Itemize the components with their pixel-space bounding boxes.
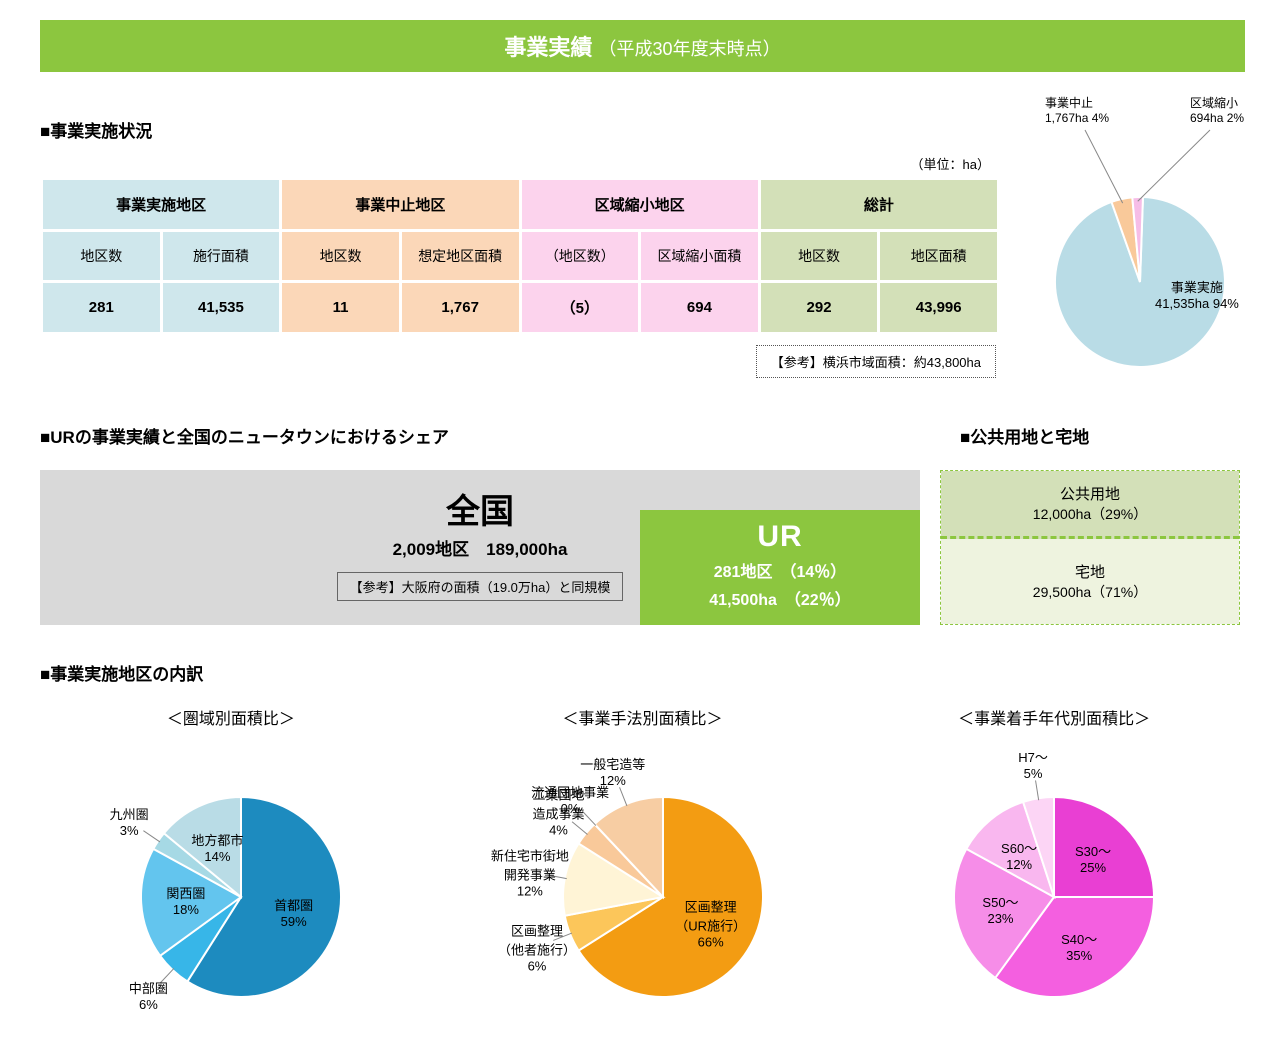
table-sub-header: 施行面積	[163, 232, 280, 280]
table-sub-header: 地区面積	[880, 232, 997, 280]
pie-slice-label: H7～5%	[1018, 747, 1048, 781]
share-banner: 全国 2,009地区 189,000ha 【参考】大阪府の面積（19.0万ha）…	[40, 470, 920, 625]
table-sub-header: 想定地区面積	[402, 232, 519, 280]
table-value: 11	[282, 283, 399, 332]
table-value: 292	[761, 283, 878, 332]
pie-ext-val: 694ha 2%	[1190, 111, 1244, 125]
pie-slice-label: 地方都市14%	[191, 830, 243, 864]
pie-slice-label: S40～35%	[1061, 929, 1097, 963]
pie-main-label: 事業実施41,535ha 94%	[1155, 277, 1239, 311]
table-group-header: 事業実施地区	[43, 180, 279, 229]
pie-method: ＜事業手法別面積比＞ 区画整理（UR施行）66% 区画整理（他者施行）6% 新住宅市…	[452, 705, 834, 1037]
pie-external-label: 区域縮小694ha 2%	[1190, 94, 1244, 125]
table-value: 694	[641, 283, 758, 332]
unit-label: （単位：ha）	[40, 154, 1000, 173]
table-value: 1,767	[402, 283, 519, 332]
section-heading-land: ■公共用地と宅地	[960, 423, 1245, 448]
national-ref: 【参考】大阪府の面積（19.0万ha）と同規模	[337, 572, 624, 601]
ur-title: UR	[640, 520, 920, 554]
table-value: （5）	[522, 283, 639, 332]
table-group-header: 総計	[761, 180, 997, 229]
pie3-chart: S30～25% S40～35% S50～23% S60～12% H7～5%	[864, 737, 1244, 1037]
table-group-header: 事業中止地区	[282, 180, 518, 229]
title-sub: （平成30年度末時点）	[599, 39, 781, 59]
pie-slice-label: S60～12%	[1001, 838, 1037, 872]
section-heading-status: ■事業実施状況	[40, 117, 1000, 142]
pie-slice-label: 新住宅市街地開発事業12%	[491, 845, 569, 898]
pie-year: ＜事業着手年代別面積比＞ S30～25% S40～35% S50～23% S60～12…	[863, 705, 1245, 1037]
ur-line1: 281地区 （14％）	[640, 558, 920, 582]
pie-slice-label: 区画整理（他者施行）6%	[498, 920, 576, 973]
pie-slice-label: 九州圏3%	[110, 804, 149, 838]
section-heading-breakdown: ■事業実施地区の内訳	[40, 660, 1245, 685]
pie-slice-label: 首都圏59%	[274, 895, 313, 929]
section-heading-share: ■URの事業実績と全国のニュータウンにおけるシェア	[40, 423, 920, 448]
table-sub-header: 地区数	[282, 232, 399, 280]
pie3-title: ＜事業着手年代別面積比＞	[958, 705, 1150, 729]
table-value: 281	[43, 283, 160, 332]
table-value: 41,535	[163, 283, 280, 332]
table-sub-header: 地区数	[43, 232, 160, 280]
pie-slice-label: S30～25%	[1075, 841, 1111, 875]
land-public-title: 公共用地	[941, 483, 1239, 504]
pie1-chart: 首都圏59% 中部圏6% 関西圏18% 九州圏3% 地方都市14%	[41, 737, 421, 1037]
pie-slice-label: 一般宅造等12%	[580, 754, 645, 788]
top-pie-chart: 事業中止1,767ha 4%区域縮小694ha 2%事業実施41,535ha 9…	[1020, 102, 1245, 378]
table-sub-header: （地区数）	[522, 232, 639, 280]
land-res-title: 宅地	[941, 561, 1239, 582]
pie-slice-label: 区画整理（UR施行）66%	[675, 897, 746, 950]
pie-ext-title: 事業中止	[1045, 94, 1109, 111]
land-box: 公共用地 12,000ha（29%） 宅地 29,500ha（71%）	[940, 470, 1240, 625]
land-res-val: 29,500ha（71%）	[941, 582, 1239, 602]
pie1-title: ＜圏域別面積比＞	[167, 705, 295, 729]
pie-slice-label: 関西圏18%	[166, 883, 205, 917]
pie-main-val: 41,535ha 94%	[1155, 296, 1239, 311]
pie-region: ＜圏域別面積比＞ 首都圏59% 中部圏6% 関西圏18% 九州圏3% 地方都市14%	[40, 705, 422, 1037]
table-sub-header: 地区数	[761, 232, 878, 280]
status-table: 事業実施地区事業中止地区区域縮小地区総計 地区数施行面積地区数想定地区面積（地区…	[40, 177, 1000, 335]
pie2-chart: 区画整理（UR施行）66%区画整理（他者施行）6%新住宅市街地開発事業12%工業…	[453, 737, 833, 1037]
pie-external-label: 事業中止1,767ha 4%	[1045, 94, 1109, 125]
title-main: 事業実績	[504, 35, 592, 60]
pie-slice-label: 中部圏6%	[129, 978, 168, 1012]
reference-note: 【参考】横浜市域面積：約43,800ha	[756, 345, 996, 378]
table-value: 43,996	[880, 283, 997, 332]
table-sub-header: 区域縮小面積	[641, 232, 758, 280]
pie-slice-label: S50～23%	[982, 892, 1018, 926]
land-residential: 宅地 29,500ha（71%）	[941, 539, 1239, 624]
pie-main-title: 事業実施	[1155, 277, 1239, 296]
land-public: 公共用地 12,000ha（29%）	[941, 471, 1239, 539]
pie-ext-val: 1,767ha 4%	[1045, 111, 1109, 125]
table-group-header: 区域縮小地区	[522, 180, 758, 229]
page-title: 事業実績 （平成30年度末時点）	[40, 20, 1245, 72]
ur-line2: 41,500ha （22％）	[640, 586, 920, 610]
pie-ext-title: 区域縮小	[1190, 94, 1244, 111]
land-public-val: 12,000ha（29%）	[941, 504, 1239, 524]
ur-banner: UR 281地区 （14％） 41,500ha （22％）	[640, 510, 920, 625]
pie2-title: ＜事業手法別面積比＞	[563, 705, 723, 729]
